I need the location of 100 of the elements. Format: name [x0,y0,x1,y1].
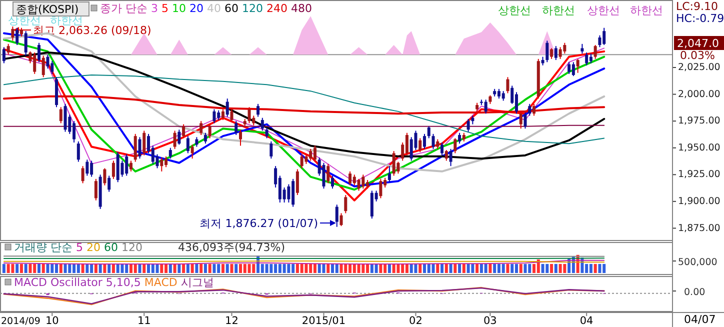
bar [546,264,549,273]
bar [42,264,45,273]
candlestick [568,62,571,74]
candlestick [524,112,527,130]
candlestick [178,129,181,146]
series-label: 20 [86,241,104,254]
bar [287,264,290,273]
candlestick [340,212,343,227]
candlestick [554,46,558,60]
bar [24,264,28,273]
text: 10 [172,2,190,15]
candlestick [226,98,229,118]
bar [182,264,186,273]
bar [37,264,40,273]
candlestick [454,138,457,154]
annotation: 상한선 [498,4,531,17]
bar [488,264,492,273]
bar [454,264,457,273]
series-label: MACD [144,276,181,289]
candlestick [76,140,80,162]
candlestick [300,154,304,169]
bar [120,264,124,273]
bar [134,264,137,273]
bar [344,264,348,273]
text: 0.03% [680,49,715,62]
text: HC:-0.79 [676,12,724,25]
candlestick [362,174,365,190]
bar [282,264,286,273]
candlestick [86,159,89,176]
bar [514,264,518,273]
chart-title: 종합(KOSPI) [16,3,79,16]
bar [313,264,316,273]
bar [519,264,522,273]
candlestick [422,133,426,150]
text: 60 [224,2,242,15]
candlestick [59,106,62,124]
candlestick [563,42,566,54]
legend-title: 거래량 단순 [14,241,76,254]
candlestick [256,103,260,118]
bar [524,264,527,273]
text: 2,047.0 [677,37,719,50]
candlestick [160,157,164,172]
candlestick [304,154,308,164]
candlestick [449,148,452,167]
bar [484,264,488,273]
candlestick [458,132,462,144]
annotation: 상한선 [8,14,41,27]
candlestick [379,178,382,199]
y-tick-label: 1,925.00 [678,169,720,180]
text: 240 [266,2,291,15]
candlestick [444,150,448,162]
bar [405,264,408,273]
series-label: 60 [104,241,122,254]
x-tick-label: 2015/01 [302,315,346,327]
candlestick [427,126,430,139]
candlestick [326,163,330,184]
bar [186,264,190,273]
bar [138,264,142,273]
bar [212,264,216,273]
bar [502,264,505,273]
bar [200,264,203,273]
bar [230,264,234,273]
bar [322,264,326,273]
candlestick [287,184,290,203]
bar [168,264,172,273]
candlestick [594,44,597,60]
bar [414,264,418,273]
candlestick [168,147,172,160]
bar [16,264,19,273]
x-tick-label: 12 [225,315,238,327]
text: 20 [190,2,207,15]
bar [532,264,536,273]
bar [554,264,558,273]
bar [64,264,67,273]
y-tick-label: 1,950.00 [678,142,720,154]
bar [98,264,102,273]
bar [362,264,365,273]
bar [558,264,562,273]
text: LC:9.10 [676,0,718,13]
y-tick-label: 2,025.00 [678,62,720,74]
bar [94,264,98,273]
candlestick [392,150,396,176]
bar [392,264,396,273]
bar [234,264,238,273]
bar [471,264,474,273]
bar [462,264,466,273]
bar [156,264,159,273]
x-tick-label: 02 [409,315,422,327]
candlestick [200,120,203,136]
bar [76,264,80,273]
bar [195,264,198,273]
annotation: 하한선 [50,14,83,27]
candlestick [42,55,45,78]
candlestick [572,62,575,77]
candlestick [598,34,602,48]
candlestick [348,170,352,186]
text: 480 [291,2,312,15]
bar [304,264,308,273]
candlestick [234,120,238,136]
bar [550,264,554,273]
